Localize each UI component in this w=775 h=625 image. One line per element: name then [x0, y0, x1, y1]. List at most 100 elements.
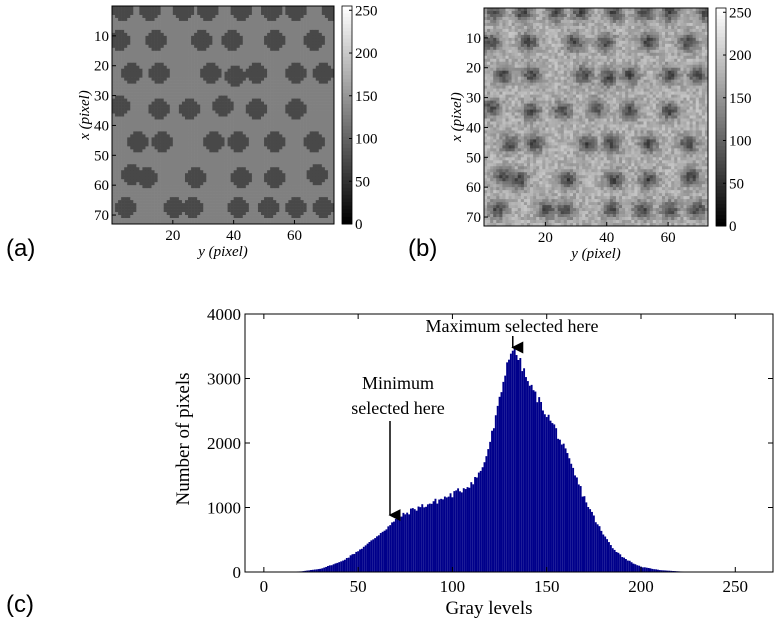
heatmap-cell [327, 29, 332, 34]
heatmap-cell [184, 104, 189, 108]
heatmap-cell [127, 23, 131, 28]
heatmap-cell [294, 143, 298, 147]
heatmap-cell [267, 158, 271, 162]
heatmap-cell [239, 62, 244, 67]
heatmap-cell [254, 71, 259, 75]
heatmap-cell [291, 146, 295, 150]
heatmap-cell [306, 74, 310, 78]
heatmap-cell [230, 173, 234, 177]
heatmap-cell [257, 140, 262, 144]
heatmap-cell [279, 155, 283, 159]
heatmap-cell [233, 116, 237, 120]
heatmap-cell [181, 170, 186, 174]
heatmap-cell [212, 98, 216, 102]
heatmap-cell [233, 206, 237, 210]
heatmap-cell [212, 113, 216, 117]
heatmap-cell [154, 137, 158, 141]
heatmap-cell [312, 92, 317, 96]
heatmap-cell [121, 128, 125, 132]
heatmap-cell [178, 176, 183, 180]
heatmap-cell [270, 161, 274, 165]
heatmap-cell [115, 134, 119, 138]
heatmap-cell [136, 134, 140, 138]
heatmap-cell [330, 74, 335, 78]
heatmap-cell [169, 101, 174, 105]
heatmap-cell [206, 173, 210, 177]
heatmap-cell [112, 203, 116, 207]
heatmap-cell [139, 143, 143, 147]
heatmap-cell [212, 170, 216, 174]
heatmap-cell [200, 155, 204, 159]
heatmap-cell [175, 191, 180, 195]
heatmap-cell [245, 56, 250, 61]
heatmap-cell [163, 125, 168, 129]
heatmap-cell [139, 50, 143, 55]
heatmap-cell [209, 179, 213, 183]
heatmap-cell [115, 128, 119, 132]
heatmap-cell [188, 104, 192, 108]
heatmap-cell [291, 140, 295, 144]
heatmap-cell [279, 134, 283, 138]
heatmap-cell [261, 77, 265, 81]
heatmap-cell [154, 56, 158, 61]
heatmap-cell [230, 11, 234, 16]
heatmap-cell [160, 107, 164, 111]
heatmap-cell [291, 59, 295, 64]
heatmap-cell [148, 26, 152, 31]
heatmap-cell [264, 62, 268, 67]
heatmap-cell [254, 167, 259, 171]
heatmap-cell [261, 71, 265, 75]
heatmap-cell [200, 47, 204, 52]
heatmap-cell [297, 23, 301, 28]
heatmap-cell [300, 101, 304, 105]
heatmap-cell [188, 176, 192, 180]
heatmap-cell [115, 74, 119, 78]
heatmap-cell [233, 143, 237, 147]
heatmap-cell [227, 188, 231, 192]
heatmap-cell [178, 14, 183, 19]
heatmap-cell [318, 182, 323, 186]
heatmap-cell [288, 185, 292, 189]
heatmap-cell [172, 53, 177, 58]
heatmap-cell [112, 158, 116, 162]
heatmap-cell [312, 68, 317, 72]
heatmap-cell [233, 158, 237, 162]
heatmap-cell [312, 197, 317, 201]
heatmap-cell [221, 101, 225, 105]
heatmap-cell [112, 137, 116, 141]
heatmap-cell [160, 6, 164, 10]
heatmap-cell [273, 23, 277, 28]
heatmap-cell [203, 98, 207, 102]
heatmap-cell [236, 161, 241, 165]
heatmap-cell [279, 149, 283, 153]
heatmap-cell [184, 200, 189, 204]
heatmap-cell [118, 71, 122, 75]
heatmap-cell [121, 164, 125, 168]
heatmap-cell [242, 179, 247, 183]
heatmap-cell [124, 11, 128, 16]
heatmap-cell [181, 50, 186, 55]
heatmap-cell [115, 53, 119, 58]
heatmap-cell [224, 50, 228, 55]
heatmap-cell [184, 155, 189, 159]
heatmap-cell [169, 206, 174, 210]
heatmap-cell [169, 170, 174, 174]
heatmap-cell [270, 62, 274, 67]
heatmap-cell [115, 209, 119, 213]
heatmap-cell [330, 194, 335, 198]
heatmap-cell [321, 131, 326, 135]
heatmap-cell [209, 77, 213, 81]
heatmap-cell [270, 41, 274, 46]
heatmap-cell [261, 41, 265, 46]
heatmap-cell [273, 182, 277, 186]
heatmap-cell [227, 47, 231, 52]
heatmap-cell [324, 128, 329, 132]
heatmap-cell [248, 20, 253, 25]
heatmap-cell [157, 86, 161, 90]
heatmap-cell [121, 152, 125, 156]
heatmap-cell [230, 164, 234, 168]
heatmap-cell [115, 92, 119, 96]
heatmap-cell [300, 26, 304, 31]
heatmap-cell [118, 80, 122, 84]
heatmap-cell [130, 167, 134, 171]
